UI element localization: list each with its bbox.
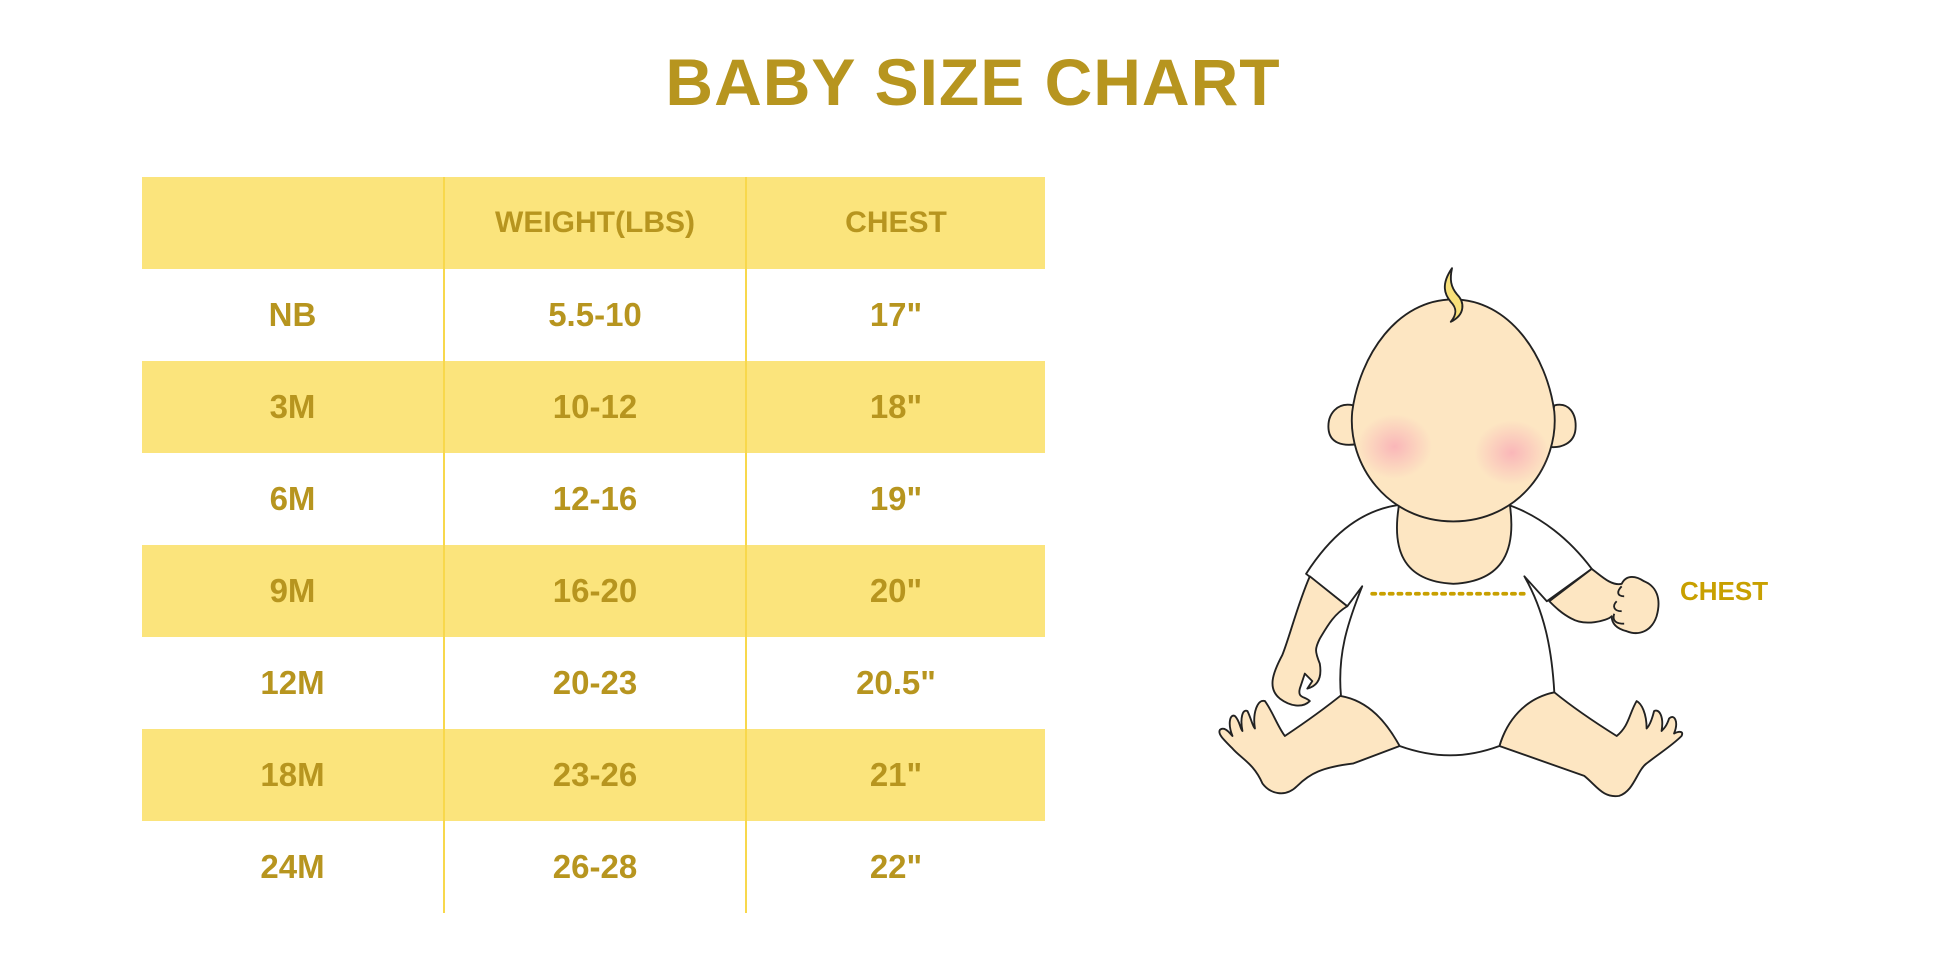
chest-cell: 17" [745, 269, 1045, 361]
chest-cell: 22" [745, 821, 1045, 913]
neck [1396, 500, 1513, 585]
weight-cell: 23-26 [443, 729, 745, 821]
weight-cell: 16-20 [443, 545, 745, 637]
size-cell: 24M [260, 848, 325, 885]
weight-cell: 20-23 [443, 637, 745, 729]
table-row: NB 5.5-10 17" [142, 269, 1045, 361]
chest-cell: 20.5" [745, 637, 1045, 729]
weight-cell: 5.5-10 [443, 269, 745, 361]
right-leg [1498, 691, 1684, 798]
size-cell: 18M [260, 756, 325, 793]
weight-cell: 26-28 [443, 821, 745, 913]
table-row: 3M 10-12 18" [142, 361, 1045, 453]
left-leg [1218, 691, 1401, 795]
table-header-row: WEIGHT(LBS) CHEST [142, 177, 1045, 269]
table-row: 18M 23-26 21" [142, 729, 1045, 821]
chest-label: CHEST [1680, 576, 1769, 606]
page-title: BABY SIZE CHART [665, 45, 1281, 119]
size-cell: 12M [260, 664, 325, 701]
weight-cell: 10-12 [443, 361, 745, 453]
size-cell: 6M [269, 480, 316, 517]
table-row: 9M 16-20 20" [142, 545, 1045, 637]
left-cheek [1357, 414, 1433, 480]
hair-curl [1443, 267, 1464, 323]
chest-cell: 20" [745, 545, 1045, 637]
table-row: 6M 12-16 19" [142, 453, 1045, 545]
left-arm [1271, 575, 1349, 707]
right-cheek [1474, 420, 1550, 486]
size-cell: 3M [269, 388, 316, 425]
size-cell: NB [268, 296, 317, 333]
table-row: 24M 26-28 22" [142, 821, 1045, 913]
chest-cell: 21" [745, 729, 1045, 821]
left-ear [1327, 403, 1359, 446]
size-chart-table: WEIGHT(LBS) CHEST NB 5.5-10 17" 3M 10-12… [142, 177, 1045, 913]
onesie [1305, 504, 1593, 757]
header-chest: CHEST [745, 177, 1045, 269]
chest-cell: 19" [745, 453, 1045, 545]
right-arm [1548, 567, 1660, 635]
chest-cell: 18" [745, 361, 1045, 453]
size-cell: 9M [269, 572, 316, 609]
header-weight: WEIGHT(LBS) [443, 177, 745, 269]
weight-cell: 12-16 [443, 453, 745, 545]
table-row: 12M 20-23 20.5" [142, 637, 1045, 729]
head [1350, 298, 1556, 523]
